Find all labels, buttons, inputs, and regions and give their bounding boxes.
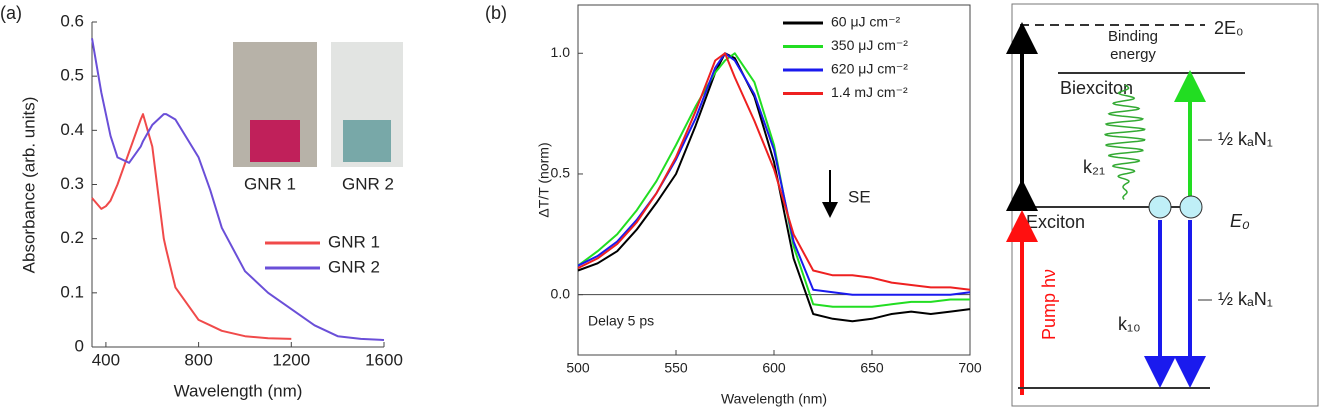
y-axis-label: Absorbance (arb. units): [19, 97, 38, 274]
x-tick-label: 800: [184, 350, 212, 369]
vial-liquid: [343, 120, 391, 162]
y-tick-label: 0.6: [60, 11, 84, 30]
y-tick-label: 0: [75, 336, 84, 355]
y-tick-label: 0.1: [60, 282, 84, 301]
y-tick-label: 0.2: [60, 228, 84, 247]
vial-liquid: [250, 120, 300, 162]
label: E₀: [1230, 211, 1250, 231]
x-tick-label: 600: [762, 360, 786, 376]
x-axis-label: Wavelength (nm): [721, 391, 827, 407]
panel-label: (a): [0, 3, 22, 23]
x-axis-label: Wavelength (nm): [174, 381, 303, 400]
series-line: [577, 52, 971, 291]
label: Pump hν: [1039, 269, 1059, 340]
series-line: [577, 52, 971, 323]
label: k₁₀: [1118, 314, 1141, 334]
label: ½ kₐN₁: [1218, 289, 1273, 309]
y-tick-label: 0.4: [60, 120, 84, 139]
x-tick-label: 1200: [272, 350, 310, 369]
label: Exciton: [1026, 212, 1085, 232]
legend-label: 350 μJ cm⁻²: [831, 37, 908, 53]
x-tick-label: 400: [92, 350, 120, 369]
label: Binding: [1108, 28, 1158, 45]
label: ½ kₐN₁: [1218, 129, 1273, 149]
label: Biexciton: [1060, 78, 1133, 98]
x-tick-label: 550: [664, 360, 688, 376]
series-line: [577, 52, 970, 308]
y-tick-label: 0.5: [60, 66, 84, 85]
label: energy: [1110, 46, 1156, 63]
y-tick-label: 0.0: [551, 285, 571, 301]
legend-label: GNR 1: [328, 232, 380, 251]
x-tick-label: 1600: [365, 350, 403, 369]
y-tick-label: 0.3: [60, 174, 84, 193]
annotation: GNR 1: [244, 174, 296, 193]
panel-label: (b): [485, 3, 507, 23]
legend-label: 620 μJ cm⁻²: [831, 61, 908, 77]
label: k₂₁: [1083, 157, 1105, 177]
emission-wave: [1104, 84, 1146, 200]
y-tick-label: 1.0: [551, 44, 571, 60]
y-tick-label: 0.5: [551, 165, 571, 181]
legend-label: 60 μJ cm⁻²: [831, 14, 900, 30]
legend-label: 1.4 mJ cm⁻²: [831, 84, 908, 100]
series-line: [91, 113, 292, 340]
series-line: [91, 38, 385, 341]
annotation: SE: [848, 187, 871, 206]
y-axis-label: ΔT/T (norm): [536, 142, 552, 217]
legend-label: GNR 2: [328, 257, 380, 276]
x-tick-label: 650: [860, 360, 884, 376]
exciton: [1179, 195, 1203, 219]
series-line: [577, 52, 971, 296]
x-tick-label: 500: [566, 360, 590, 376]
x-tick-label: 700: [958, 360, 982, 376]
annotation: GNR 2: [342, 174, 394, 193]
label: 2E₀: [1214, 18, 1244, 38]
annotation: Delay 5 ps: [588, 313, 654, 329]
exciton: [1148, 195, 1172, 219]
